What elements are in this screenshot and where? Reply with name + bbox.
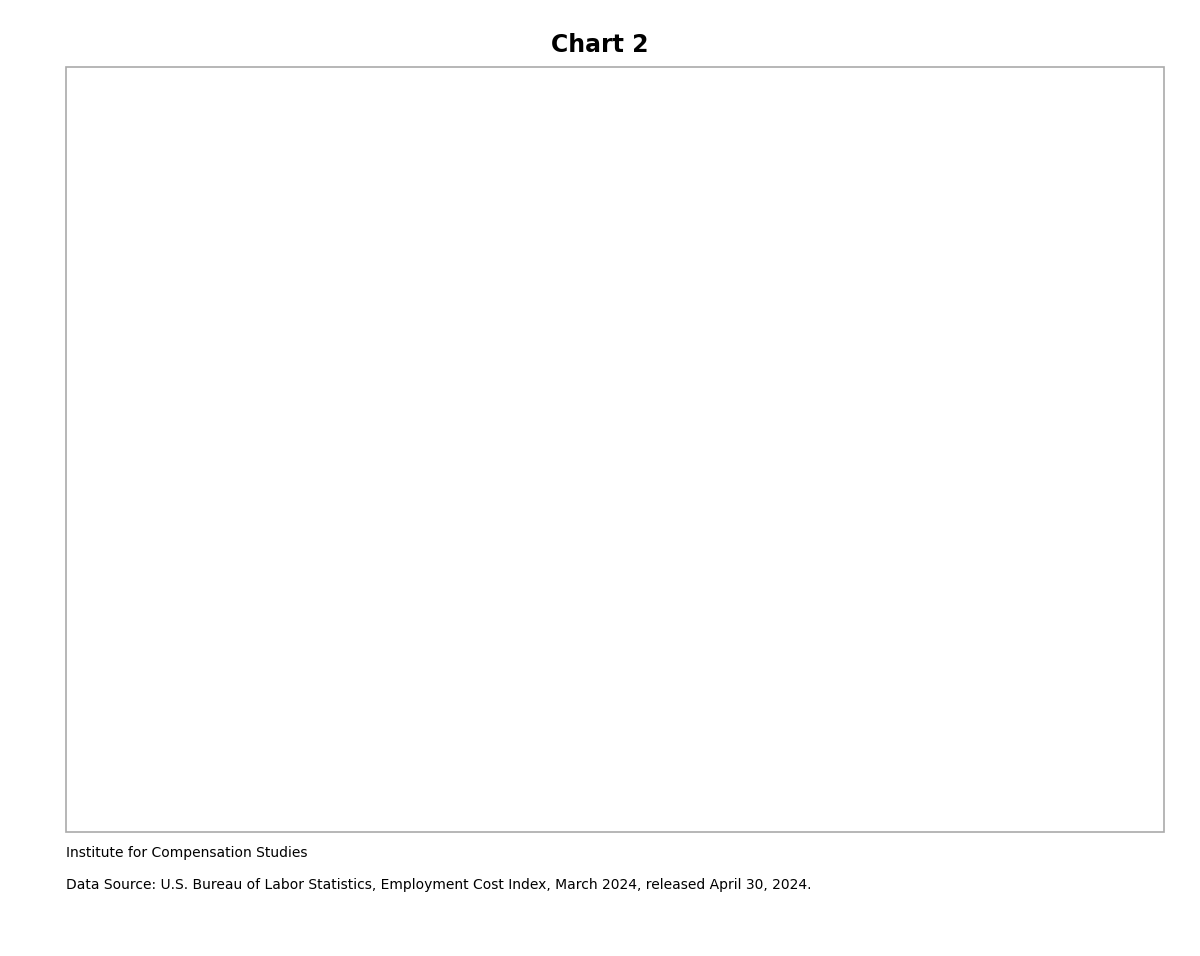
Text: 4.3: 4.3 bbox=[1069, 370, 1100, 388]
Legend: Private industry workers: Wage and salaries, Private industry workers: Total ben: Private industry workers: Wage and salar… bbox=[145, 750, 1014, 819]
Text: 4.5: 4.5 bbox=[1069, 355, 1100, 372]
Text: Chart 2: Chart 2 bbox=[551, 33, 649, 57]
Text: 5.0: 5.0 bbox=[1069, 321, 1100, 339]
Bar bbox=[416, 220, 475, 621]
Title: Employment Cost Index for Wages and Salaries, Total Benefits
by Sector, 12-month: Employment Cost Index for Wages and Sala… bbox=[302, 158, 952, 205]
Text: 3.6: 3.6 bbox=[1069, 410, 1100, 428]
Text: Data Source: U.S. Bureau of Labor Statistics, Employment Cost Index, March 2024,: Data Source: U.S. Bureau of Labor Statis… bbox=[66, 878, 811, 892]
Text: Institute for Compensation Studies: Institute for Compensation Studies bbox=[66, 846, 307, 860]
